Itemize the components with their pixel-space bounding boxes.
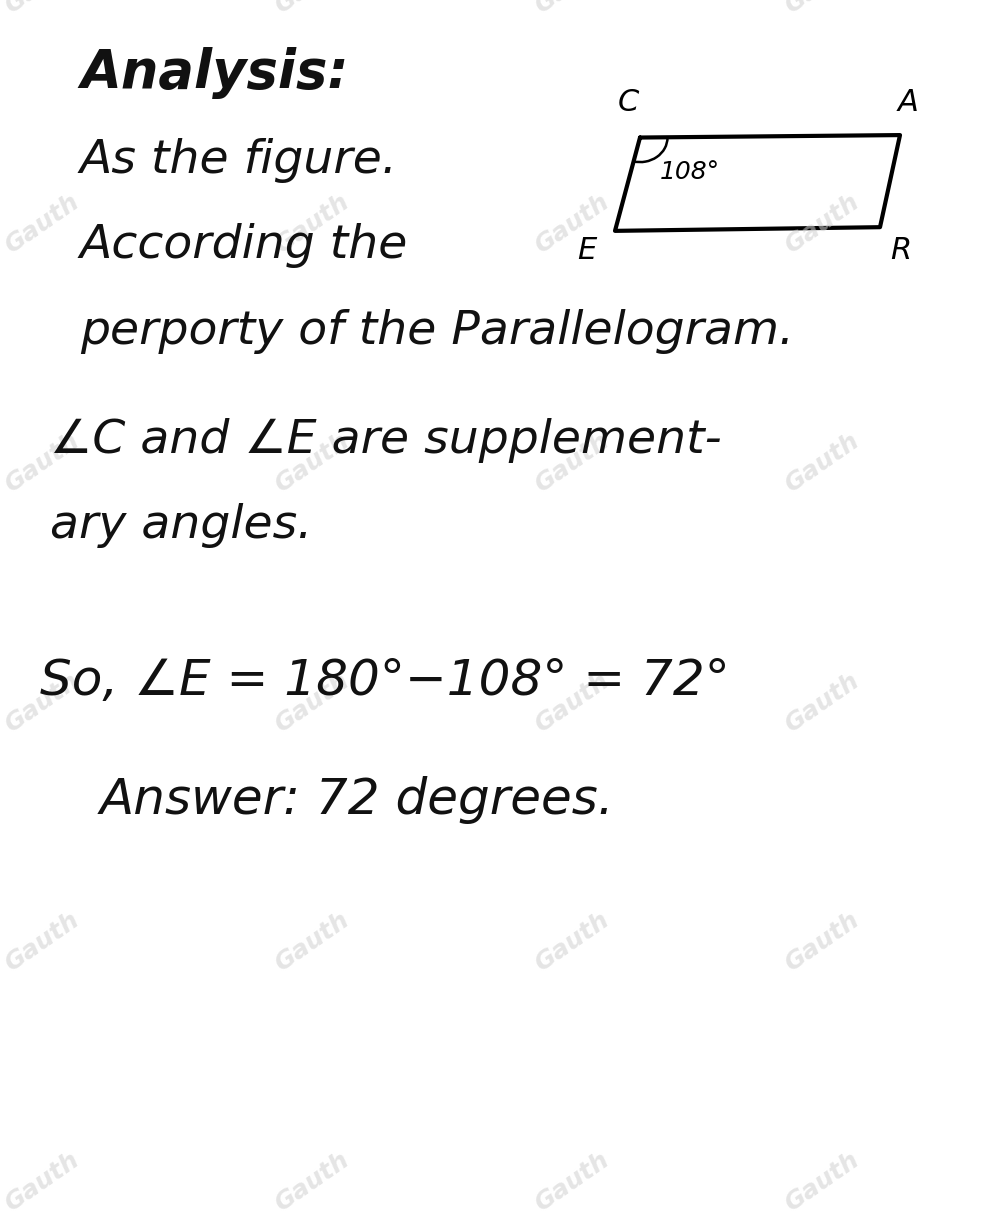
Text: 108°: 108° [660,160,720,184]
Text: Gauth: Gauth [270,1147,353,1216]
Text: Gauth: Gauth [270,0,353,18]
Text: Gauth: Gauth [780,907,863,976]
Text: As the figure.: As the figure. [80,138,398,183]
Text: Gauth: Gauth [530,429,613,497]
Text: E: E [577,236,596,265]
Text: Gauth: Gauth [780,189,863,258]
Text: R: R [890,236,911,265]
Text: Gauth: Gauth [530,1147,613,1216]
Text: Gauth: Gauth [0,668,83,737]
Text: Gauth: Gauth [530,0,613,18]
Text: Gauth: Gauth [530,189,613,258]
Text: Gauth: Gauth [270,189,353,258]
Text: ∠C and ∠E are supplement-: ∠C and ∠E are supplement- [50,418,722,463]
Text: Gauth: Gauth [780,0,863,18]
Text: Gauth: Gauth [780,1147,863,1216]
Text: So, ∠E = 180°−108° = 72°: So, ∠E = 180°−108° = 72° [40,657,730,705]
Text: Gauth: Gauth [270,907,353,976]
Text: perporty of the Parallelogram.: perporty of the Parallelogram. [80,309,794,355]
Text: Analysis:: Analysis: [80,47,349,98]
Text: ary angles.: ary angles. [50,503,312,549]
Text: Gauth: Gauth [0,189,83,258]
Text: Gauth: Gauth [0,907,83,976]
Text: Gauth: Gauth [0,0,83,18]
Text: Gauth: Gauth [270,429,353,497]
Text: Gauth: Gauth [0,429,83,497]
Text: Gauth: Gauth [530,907,613,976]
Text: Gauth: Gauth [780,429,863,497]
Text: Gauth: Gauth [530,668,613,737]
Text: Gauth: Gauth [270,668,353,737]
Text: Gauth: Gauth [780,668,863,737]
Text: C: C [617,87,639,117]
Text: Gauth: Gauth [0,1147,83,1216]
Text: A: A [898,87,918,117]
Text: Answer: 72 degrees.: Answer: 72 degrees. [100,776,615,824]
Text: According the: According the [80,223,408,269]
